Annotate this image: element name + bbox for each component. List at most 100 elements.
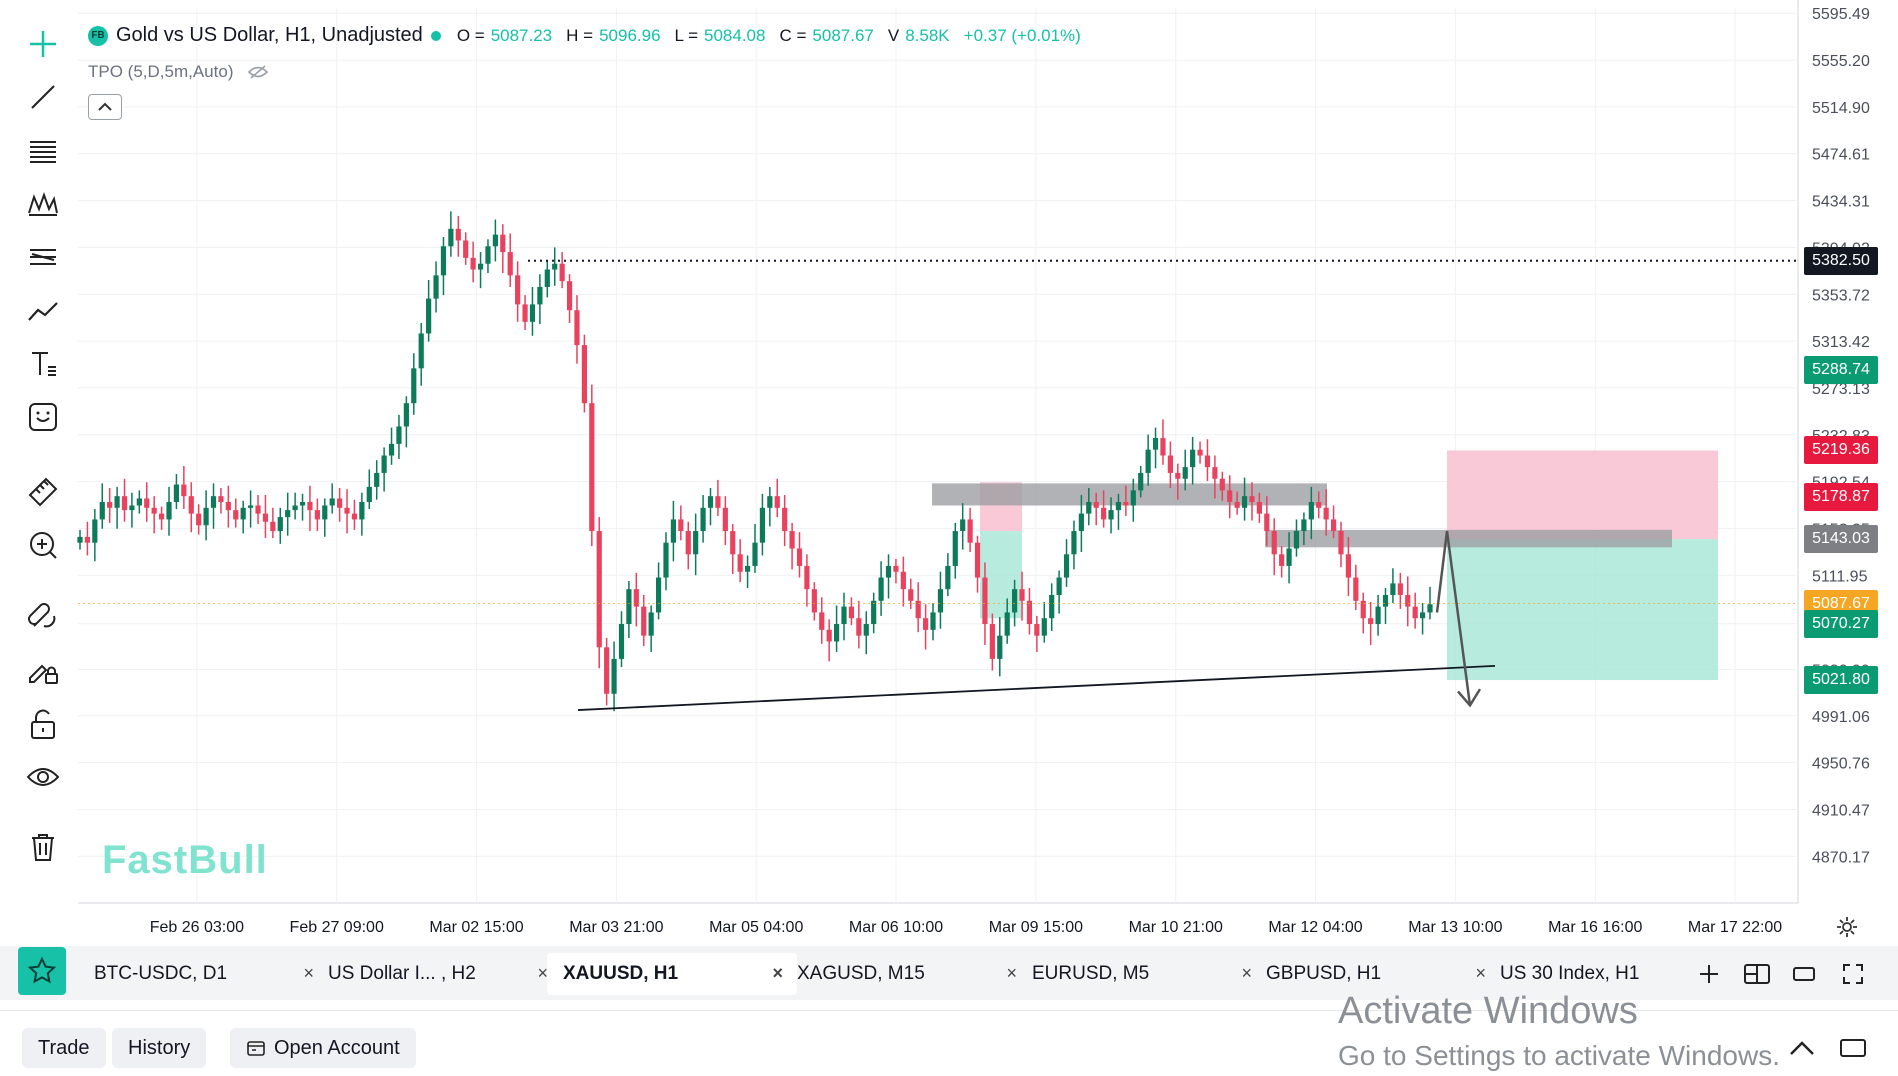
candle-body xyxy=(1316,501,1322,508)
price-tag: 5021.80 xyxy=(1804,666,1878,695)
magnet-icon[interactable] xyxy=(22,596,64,638)
tab-xauusd[interactable]: XAUUSD, H1 × xyxy=(547,953,797,995)
candle-body xyxy=(418,333,424,369)
candle-body xyxy=(678,519,684,532)
text-icon[interactable] xyxy=(22,343,64,385)
chevron-up-icon[interactable] xyxy=(1787,1036,1817,1060)
close-icon[interactable]: × xyxy=(1006,963,1017,983)
tab-label: XAUUSD, H1 xyxy=(563,963,679,984)
tab-us-dollar-index[interactable]: US Dollar I... , H2 × xyxy=(312,953,562,995)
candle-body xyxy=(737,554,743,572)
candle-body xyxy=(1152,438,1159,450)
trend-line-icon[interactable] xyxy=(22,76,64,118)
ruler-icon[interactable] xyxy=(22,471,64,513)
chart-canvas[interactable]: 5595.495555.205514.905474.615434.315394.… xyxy=(0,0,1898,946)
candle-body xyxy=(426,298,432,334)
brand-watermark: FastBull xyxy=(102,838,268,882)
tab-gbpusd[interactable]: GBPUSD, H1 × xyxy=(1250,953,1500,995)
candle-body xyxy=(255,505,261,514)
favorites-button[interactable] xyxy=(18,947,66,995)
candle-body xyxy=(626,589,632,625)
candle-body xyxy=(685,531,691,555)
activate-windows-subtitle: Go to Settings to activate Windows. xyxy=(1338,1040,1780,1071)
close-icon[interactable]: × xyxy=(537,963,548,983)
tab-btc-usdc[interactable]: BTC-USDC, D1 × xyxy=(78,953,328,995)
y-tick-label: 5555.20 xyxy=(1812,53,1870,70)
candle-body xyxy=(796,548,803,566)
candle-body xyxy=(477,263,484,270)
candle-body xyxy=(566,281,573,311)
crosshair-icon[interactable] xyxy=(22,23,64,65)
candle-body xyxy=(411,368,417,404)
x-tick-label: Mar 10 21:00 xyxy=(1129,919,1223,936)
candle-body xyxy=(1397,583,1403,595)
open-account-button[interactable]: Open Account xyxy=(230,1028,416,1068)
chevron-up-icon xyxy=(98,102,112,111)
candle-body xyxy=(1093,501,1099,508)
single-layout-icon[interactable] xyxy=(1792,962,1816,986)
high-value: 5096.96 xyxy=(599,25,661,45)
candle-body xyxy=(1412,606,1418,619)
candle-body xyxy=(1204,455,1211,468)
x-tick-label: Mar 03 21:00 xyxy=(569,919,663,936)
candle-body xyxy=(670,519,677,543)
trade-button[interactable]: Trade xyxy=(22,1028,106,1068)
tab-xagusd[interactable]: XAGUSD, M15 × xyxy=(781,953,1031,995)
eye-icon[interactable] xyxy=(22,756,64,798)
channel-icon[interactable] xyxy=(22,236,64,278)
zoom-in-icon[interactable] xyxy=(22,524,64,566)
lock-draw-icon[interactable] xyxy=(22,650,64,692)
pattern-icon[interactable] xyxy=(22,183,64,225)
candle-body xyxy=(1123,501,1129,506)
symbol-title[interactable]: Gold vs US Dollar, H1, Unadjusted xyxy=(116,24,423,46)
symbol-legend: FB Gold vs US Dollar, H1, Unadjusted O =… xyxy=(88,24,1095,47)
panel-toggle-icon[interactable] xyxy=(1838,1036,1868,1060)
candle-body xyxy=(196,513,202,526)
close-icon[interactable]: × xyxy=(303,963,314,983)
trash-icon[interactable] xyxy=(22,826,64,868)
fullscreen-icon[interactable] xyxy=(1841,962,1865,986)
indicator-legend[interactable]: TPO (5,D,5m,Auto) xyxy=(88,62,269,82)
candle-body xyxy=(262,513,269,522)
candle-body xyxy=(744,565,751,572)
candle-body xyxy=(151,507,157,514)
low-label: L = xyxy=(674,25,699,45)
candle-body xyxy=(1041,618,1047,636)
close-icon[interactable]: × xyxy=(1241,963,1252,983)
candle-body xyxy=(589,403,595,532)
add-tab-icon[interactable] xyxy=(1697,962,1721,986)
candle-body xyxy=(923,618,929,630)
tab-us30[interactable]: US 30 Index, H1 xyxy=(1484,953,1716,995)
candle-body xyxy=(359,501,365,520)
unlock-icon[interactable] xyxy=(22,704,64,746)
arrow-head xyxy=(1457,688,1482,708)
candle-body xyxy=(440,246,447,276)
gear-icon[interactable] xyxy=(1836,916,1858,938)
candle-body xyxy=(285,510,291,518)
close-icon[interactable]: × xyxy=(1475,963,1486,983)
candle-body xyxy=(900,571,906,590)
tab-label: EURUSD, M5 xyxy=(1032,963,1150,984)
x-tick-label: Mar 09 15:00 xyxy=(989,919,1083,936)
close-icon[interactable]: × xyxy=(772,963,783,983)
candle-body xyxy=(448,228,454,247)
candle-body xyxy=(707,496,714,508)
candle-body xyxy=(337,498,343,508)
history-button[interactable]: History xyxy=(112,1028,207,1068)
candle-body xyxy=(722,507,728,532)
fib-icon[interactable] xyxy=(22,130,64,172)
candle-body xyxy=(322,505,328,520)
candle-body xyxy=(1286,548,1292,566)
y-tick-label: 5273.13 xyxy=(1812,381,1870,398)
candle-body xyxy=(848,606,855,619)
collapse-legend-button[interactable] xyxy=(88,94,122,120)
candle-body xyxy=(84,536,91,543)
candle-body xyxy=(1360,600,1366,619)
split-layout-icon[interactable] xyxy=(1743,962,1771,986)
candle-body xyxy=(1419,612,1426,619)
polyline-icon[interactable] xyxy=(22,290,64,332)
tab-eurusd[interactable]: EURUSD, M5 × xyxy=(1016,953,1266,995)
emoji-icon[interactable] xyxy=(22,396,64,438)
eye-hidden-icon[interactable] xyxy=(247,64,269,80)
